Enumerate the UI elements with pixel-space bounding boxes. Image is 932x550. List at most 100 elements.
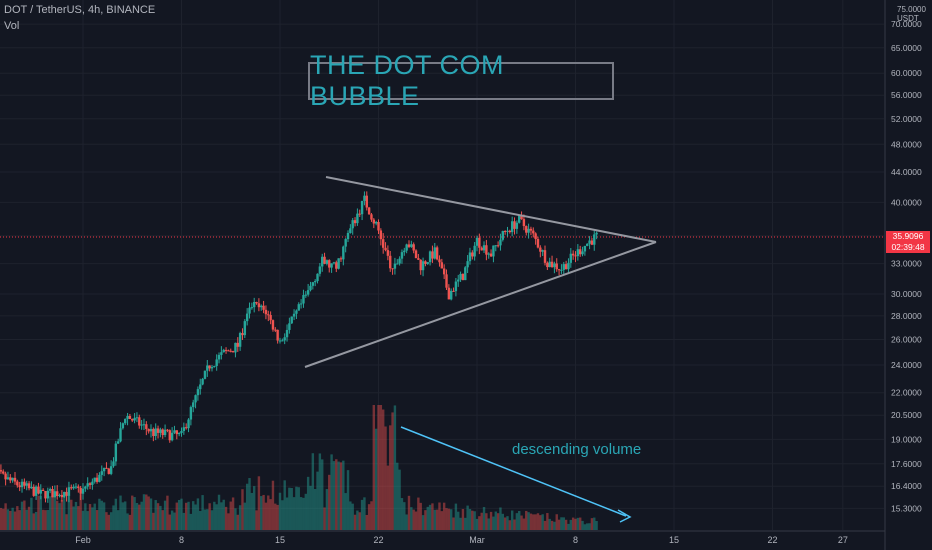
volume-bar (95, 510, 99, 530)
candle (332, 261, 336, 265)
candle (536, 236, 540, 249)
volume-bar (140, 501, 143, 530)
candle (77, 484, 80, 493)
volume-bar (452, 517, 455, 530)
volume-bar (433, 509, 436, 530)
chart-title-box[interactable]: THE DOT COM BUBBLE (308, 50, 614, 111)
candle (468, 247, 472, 265)
candle (386, 245, 390, 261)
candle (414, 249, 418, 259)
volume-bar (6, 509, 10, 530)
volume-bar (53, 496, 57, 530)
candle (311, 281, 315, 290)
volume-bar (419, 502, 422, 530)
candle (175, 430, 179, 440)
price-tick-label: 19.0000 (891, 434, 922, 444)
volume-bar (393, 405, 397, 530)
volume-bar (384, 426, 387, 530)
volume-bar (438, 502, 441, 530)
candle (203, 370, 207, 380)
lower-trendline[interactable] (304, 241, 657, 368)
volume-bar (271, 480, 275, 530)
price-candles (0, 191, 598, 503)
candle (447, 284, 451, 300)
volume-bar (346, 470, 350, 530)
volume-bar (147, 496, 150, 530)
candle (421, 257, 425, 277)
candle (285, 324, 289, 342)
volume-bar (389, 425, 392, 530)
volume-arrow[interactable] (400, 426, 627, 517)
volume-bar (199, 511, 202, 530)
volume-bar (84, 503, 87, 530)
time-axis[interactable]: Feb 8 15 22 Mar 8 15 22 27 (75, 535, 848, 545)
volume-bar (257, 476, 261, 530)
candle (450, 288, 453, 301)
candle (177, 432, 181, 437)
candle (81, 483, 85, 500)
candle (363, 191, 366, 206)
candle (560, 264, 563, 274)
volume-bar (553, 521, 556, 530)
candle (426, 261, 429, 265)
volume-bar (119, 495, 122, 530)
candle (238, 331, 242, 351)
candle (271, 319, 275, 332)
price-axis[interactable]: 70.0000 65.0000 60.0000 56.0000 52.0000 48.00… (891, 19, 922, 513)
candle (182, 422, 186, 435)
volume-bar (501, 513, 504, 530)
candle (95, 473, 99, 484)
volume-bar (105, 512, 108, 530)
currency-unit: USDT (897, 14, 919, 23)
volume-bar (243, 502, 247, 530)
volume-bar (290, 487, 293, 530)
candle (445, 269, 448, 291)
volume-bar (527, 512, 530, 530)
volume-bar (574, 518, 577, 530)
upper-trendline[interactable] (325, 176, 657, 243)
candle (435, 245, 439, 261)
candle (358, 209, 361, 217)
volume-bar (576, 517, 580, 530)
candle (274, 327, 277, 333)
volume-bar (2, 508, 5, 530)
candle (105, 462, 108, 469)
volume-bar (518, 510, 521, 530)
volume-bar (405, 514, 408, 530)
candle (93, 477, 96, 484)
volume-bar (349, 501, 352, 530)
candle (269, 311, 272, 325)
volume-bar (166, 495, 169, 530)
volume-bar (208, 503, 211, 530)
volume-bar (177, 499, 181, 530)
candle (37, 482, 40, 495)
price-tick-label: 70.0000 (891, 19, 922, 29)
volume-bar (473, 511, 476, 530)
price-tick-label: 22.0000 (891, 388, 922, 398)
candle (461, 273, 465, 281)
volume-bar (213, 501, 216, 530)
volume-bar (536, 513, 540, 530)
volume-bar (18, 510, 21, 530)
candle (250, 302, 254, 310)
candle (147, 428, 150, 434)
volume-bar (182, 512, 186, 530)
volume-bar (426, 506, 429, 530)
volume-annotation[interactable]: descending volume (512, 441, 642, 458)
candle (503, 230, 507, 235)
volume-bar (267, 495, 270, 530)
candle (353, 217, 357, 227)
candle (306, 283, 310, 297)
volume-bar (91, 507, 94, 530)
candle (501, 230, 504, 242)
candle (267, 310, 270, 322)
volume-bar (152, 512, 155, 530)
volume-bar (332, 461, 336, 530)
volume-bar (583, 524, 587, 530)
price-tick-label: 28.0000 (891, 311, 922, 321)
grid (0, 0, 884, 530)
candle (173, 425, 176, 434)
candle (513, 217, 516, 235)
candle (562, 261, 565, 276)
